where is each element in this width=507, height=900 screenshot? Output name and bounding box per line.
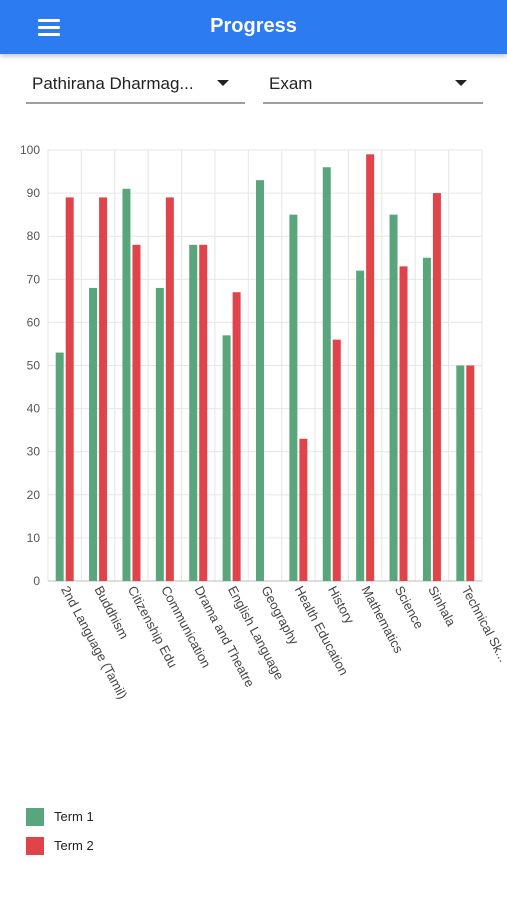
bar-term2	[399, 266, 408, 581]
bar-term1	[356, 270, 365, 581]
bar-term2	[366, 154, 375, 581]
bar-term1	[422, 257, 431, 581]
bar-term2	[432, 193, 441, 581]
bar-term2	[232, 292, 241, 581]
bar-term2	[466, 365, 475, 581]
legend-label: Term 2	[54, 838, 94, 853]
bar-term1	[389, 214, 398, 581]
y-tick-label: 60	[27, 315, 41, 329]
bar-term1	[322, 167, 331, 582]
y-tick-label: 20	[27, 488, 41, 502]
bar-term1	[256, 180, 264, 582]
legend-swatch	[26, 837, 44, 855]
bar-term2	[132, 244, 141, 581]
dropdown-arrow-icon	[217, 80, 229, 86]
progress-bar-chart: 0 10 20 30 40 50 60 70 80 90 100 2nd Language (Tami…	[20, 143, 507, 701]
x-tick-label: History	[325, 583, 357, 626]
page-title: Progress	[210, 15, 297, 37]
dropdown-arrow-icon	[455, 80, 467, 86]
hamburger-menu-icon[interactable]	[36, 16, 64, 38]
bar-term1	[55, 352, 64, 581]
student-select-value: Pathirana Dharmag...	[32, 74, 194, 93]
y-tick-label: 50	[27, 359, 41, 373]
legend-label: Term 1	[54, 809, 94, 824]
x-tick-label: Technical Sk...	[459, 583, 507, 664]
bar-term1	[89, 287, 98, 581]
y-tick-label: 30	[27, 445, 41, 459]
bar-term2	[199, 244, 208, 581]
bar-term2	[332, 339, 341, 581]
y-tick-label: 0	[33, 574, 40, 588]
bar-term1	[222, 335, 231, 581]
bar-term1	[456, 365, 465, 581]
app-bar: Progress	[0, 0, 507, 54]
bar-term1	[122, 188, 131, 581]
y-tick-label: 40	[27, 402, 41, 416]
bar-term2	[299, 438, 308, 581]
y-tick-label: 100	[20, 143, 40, 157]
exam-select[interactable]: Exam	[263, 66, 483, 104]
bar-term2	[99, 197, 108, 581]
bar-term2	[165, 197, 174, 581]
bar-term1	[289, 214, 298, 581]
y-tick-label: 70	[27, 272, 41, 286]
x-tick-label: Science	[392, 583, 427, 631]
student-select[interactable]: Pathirana Dharmag...	[26, 66, 245, 104]
x-tick-label: 2nd Language (Tamil)	[58, 583, 130, 701]
x-tick-label: Sinhala	[425, 583, 459, 629]
legend-swatch	[26, 808, 44, 826]
exam-select-value: Exam	[269, 74, 313, 93]
y-tick-label: 80	[27, 229, 41, 243]
bar-term1	[155, 287, 164, 581]
y-tick-label: 10	[27, 531, 41, 545]
bar-term1	[189, 244, 198, 581]
bar-term2	[65, 197, 74, 581]
y-tick-label: 90	[27, 186, 41, 200]
